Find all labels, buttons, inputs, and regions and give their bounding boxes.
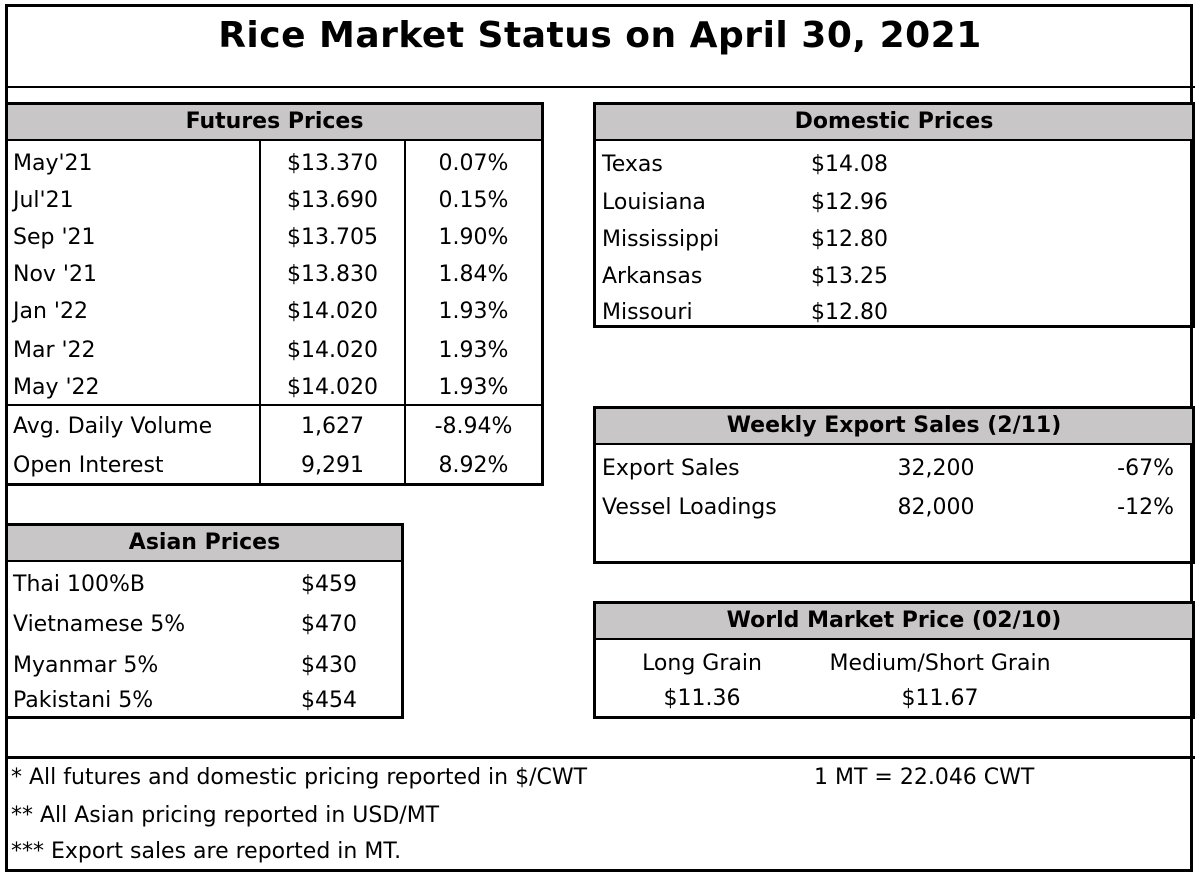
futures-change: 1.93% — [438, 338, 509, 363]
futures-change: 1.90% — [438, 225, 509, 250]
note-asian-units: ** All Asian pricing reported in USD/MT — [11, 803, 440, 828]
futures-price: $13.370 — [287, 151, 378, 176]
futures-row: Jan '22 $14.020 1.93% — [8, 294, 541, 330]
note-export-units: *** Export sales are reported in MT. — [11, 839, 402, 864]
world-market-header: World Market Price (02/10) — [596, 604, 1192, 640]
asian-prices-table: Asian Prices Thai 100%B $459 Vietnamese … — [5, 523, 404, 719]
domestic-state: Missouri — [602, 300, 693, 325]
export-row: Export Sales 32,200 -67% — [596, 451, 1192, 487]
volume-label: Avg. Daily Volume — [13, 414, 213, 439]
export-change: -12% — [1117, 495, 1174, 520]
futures-change: 1.93% — [438, 375, 509, 400]
volume-change: -8.94% — [434, 414, 513, 439]
domestic-price: $12.96 — [811, 190, 888, 215]
futures-change: 1.93% — [438, 299, 509, 324]
domestic-state: Texas — [602, 152, 663, 177]
note-conversion: 1 MT = 22.046 CWT — [814, 765, 1035, 790]
futures-row: Nov '21 $13.830 1.84% — [8, 257, 541, 293]
long-grain-price: $11.36 — [663, 686, 741, 711]
medium-grain-price: $11.67 — [901, 686, 979, 711]
futures-price: $13.830 — [287, 262, 378, 287]
futures-divider-2 — [404, 141, 406, 483]
futures-month: May '22 — [13, 375, 100, 400]
domestic-price: $14.08 — [811, 152, 888, 177]
asian-price: $459 — [301, 572, 357, 597]
asian-label: Thai 100%B — [13, 572, 145, 597]
futures-prices-table: Futures Prices May'21 $13.370 0.07% Jul'… — [5, 102, 544, 486]
domestic-state: Mississippi — [602, 227, 720, 252]
futures-price: $13.690 — [287, 188, 378, 213]
futures-row: May'21 $13.370 0.07% — [8, 146, 541, 182]
medium-grain-label: Medium/Short Grain — [829, 651, 1051, 676]
domestic-row: Mississippi $12.80 — [596, 222, 1192, 258]
export-label: Export Sales — [602, 456, 740, 481]
futures-row: Mar '22 $14.020 1.93% — [8, 333, 541, 369]
long-grain-label: Long Grain — [642, 651, 762, 676]
domestic-state: Arkansas — [602, 264, 703, 289]
notes-divider — [5, 756, 1195, 759]
world-market-table: World Market Price (02/10) Long Grain Me… — [593, 601, 1195, 719]
futures-volume-divider — [8, 404, 541, 406]
asian-prices-header: Asian Prices — [8, 526, 401, 562]
futures-month: Jan '22 — [13, 299, 88, 324]
futures-price: $14.020 — [287, 299, 378, 324]
open-interest-label: Open Interest — [13, 453, 164, 478]
open-interest-change: 8.92% — [438, 453, 509, 478]
futures-month: Nov '21 — [13, 262, 97, 287]
export-sales-table: Weekly Export Sales (2/11) Export Sales … — [593, 406, 1195, 564]
asian-price: $470 — [301, 612, 357, 637]
domestic-prices-header: Domestic Prices — [596, 105, 1192, 141]
domestic-state: Louisiana — [602, 190, 706, 215]
asian-price: $430 — [301, 653, 357, 678]
export-row: Vessel Loadings 82,000 -12% — [596, 490, 1192, 526]
futures-prices-header: Futures Prices — [8, 105, 541, 141]
asian-row: Thai 100%B $459 — [8, 567, 401, 603]
domestic-row: Texas $14.08 — [596, 147, 1192, 183]
domestic-prices-table: Domestic Prices Texas $14.08 Louisiana $… — [593, 102, 1195, 328]
asian-price: $454 — [301, 688, 357, 713]
futures-divider-1 — [259, 141, 261, 483]
page-title: Rice Market Status on April 30, 2021 — [218, 15, 982, 56]
futures-row: Jul'21 $13.690 0.15% — [8, 183, 541, 219]
domestic-price: $12.80 — [811, 300, 888, 325]
futures-price: $13.705 — [287, 225, 378, 250]
asian-row: Vietnamese 5% $470 — [8, 607, 401, 643]
domestic-price: $12.80 — [811, 227, 888, 252]
open-interest-value: 9,291 — [301, 453, 364, 478]
futures-price: $14.020 — [287, 338, 378, 363]
export-value: 32,200 — [897, 456, 975, 481]
title-divider — [5, 86, 1195, 88]
export-change: -67% — [1117, 456, 1174, 481]
export-label: Vessel Loadings — [602, 495, 777, 520]
volume-value: 1,627 — [301, 414, 364, 439]
note-futures-units: * All futures and domestic pricing repor… — [11, 765, 588, 790]
futures-row: Sep '21 $13.705 1.90% — [8, 220, 541, 256]
futures-change: 0.15% — [438, 188, 509, 213]
futures-month: Mar '22 — [13, 338, 96, 363]
asian-label: Myanmar 5% — [13, 653, 159, 678]
domestic-row: Louisiana $12.96 — [596, 185, 1192, 221]
futures-change: 1.84% — [438, 262, 509, 287]
futures-volume-row: Avg. Daily Volume 1,627 -8.94% — [8, 409, 541, 445]
futures-month: Jul'21 — [13, 188, 74, 213]
futures-price: $14.020 — [287, 375, 378, 400]
export-value: 82,000 — [897, 495, 975, 520]
futures-row: May '22 $14.020 1.93% — [8, 370, 541, 406]
asian-label: Pakistani 5% — [13, 688, 154, 713]
domestic-row: Missouri $12.80 — [596, 295, 1192, 331]
domestic-row: Arkansas $13.25 — [596, 259, 1192, 295]
asian-label: Vietnamese 5% — [13, 612, 186, 637]
asian-row: Pakistani 5% $454 — [8, 683, 401, 719]
asian-row: Myanmar 5% $430 — [8, 648, 401, 684]
export-sales-header: Weekly Export Sales (2/11) — [596, 409, 1192, 445]
domestic-price: $13.25 — [811, 264, 888, 289]
futures-month: Sep '21 — [13, 225, 96, 250]
futures-change: 0.07% — [438, 151, 509, 176]
futures-open-interest-row: Open Interest 9,291 8.92% — [8, 448, 541, 484]
futures-month: May'21 — [13, 151, 93, 176]
